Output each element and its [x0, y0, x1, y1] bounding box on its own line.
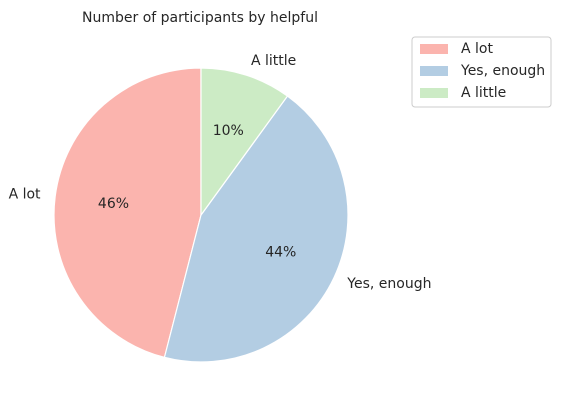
legend-swatch-a-little [420, 88, 448, 98]
legend-swatch-a-lot [420, 44, 448, 54]
percent-label-a-lot: 46% [98, 196, 129, 212]
legend-swatch-yes-enough [420, 66, 448, 76]
legend-label-a-lot: A lot [461, 41, 493, 57]
chart-title: Number of participants by helpful [82, 10, 318, 26]
legend-label-a-little: A little [461, 85, 506, 101]
percent-label-yes-enough: 44% [265, 245, 296, 261]
percent-label-a-little: 10% [213, 123, 244, 139]
legend: A lot Yes, enough A little [412, 37, 551, 107]
slice-label-yes-enough: Yes, enough [346, 276, 431, 292]
slice-label-a-lot: A lot [9, 187, 41, 203]
slice-label-a-little: A little [251, 53, 296, 69]
pie-slices [54, 68, 348, 362]
legend-label-yes-enough: Yes, enough [460, 63, 545, 79]
